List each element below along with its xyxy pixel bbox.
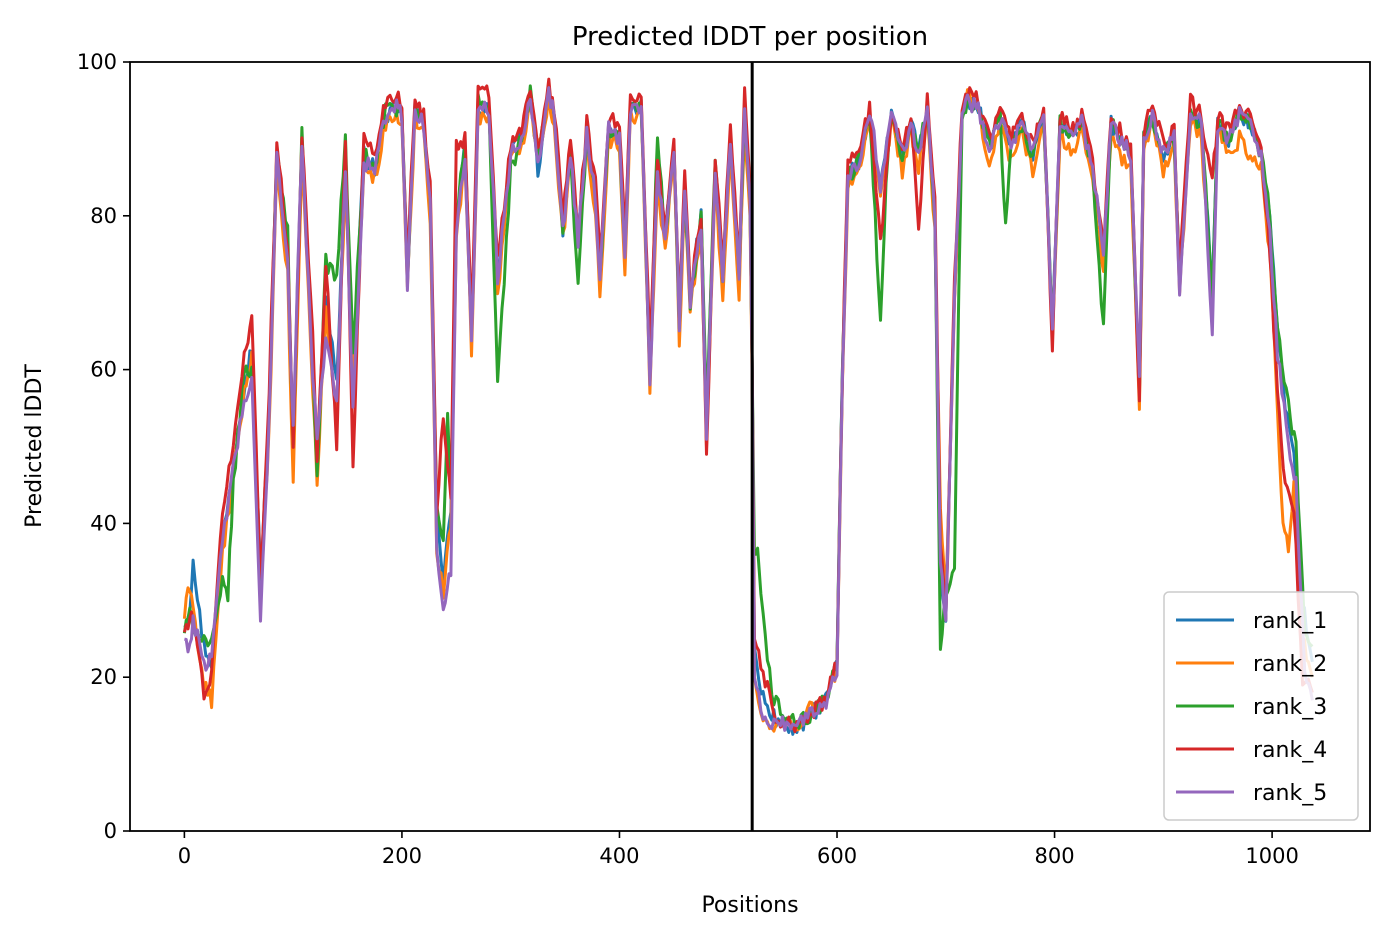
- y-axis-label: Predicted lDDT: [22, 364, 47, 528]
- x-tick-label: 200: [382, 844, 422, 868]
- x-tick-label: 400: [599, 844, 639, 868]
- x-tick-label: 800: [1035, 844, 1075, 868]
- x-tick-label: 600: [817, 844, 857, 868]
- y-tick-label: 80: [90, 204, 117, 228]
- x-axis-label: Positions: [701, 893, 798, 918]
- legend-label-rank-5: rank_5: [1253, 781, 1327, 806]
- legend-box: [1163, 591, 1359, 821]
- x-tick-label: 0: [178, 844, 191, 868]
- plot-frame: [129, 61, 1371, 832]
- x-tick-label: 1000: [1245, 844, 1298, 868]
- legend-label-rank-4: rank_4: [1253, 738, 1327, 763]
- y-tick-label: 0: [104, 819, 117, 843]
- y-tick-label: 100: [77, 50, 117, 74]
- legend-label-rank-2: rank_2: [1253, 652, 1327, 677]
- y-tick-label: 40: [90, 511, 117, 535]
- chart-title: Predicted lDDT per position: [572, 22, 928, 52]
- axes-layer: 0 200 400 600 800 1000 0 20 40 60 80 100: [77, 50, 1371, 868]
- y-tick-label: 20: [90, 665, 117, 689]
- legend: rank_1 rank_2 rank_3 rank_4 rank_5: [1163, 591, 1359, 821]
- series-layer: [182, 77, 1314, 736]
- legend-label-rank-1: rank_1: [1253, 609, 1327, 634]
- y-tick-label: 60: [90, 358, 117, 382]
- legend-label-rank-3: rank_3: [1253, 695, 1327, 720]
- series-line-rank-5: [184, 86, 1314, 732]
